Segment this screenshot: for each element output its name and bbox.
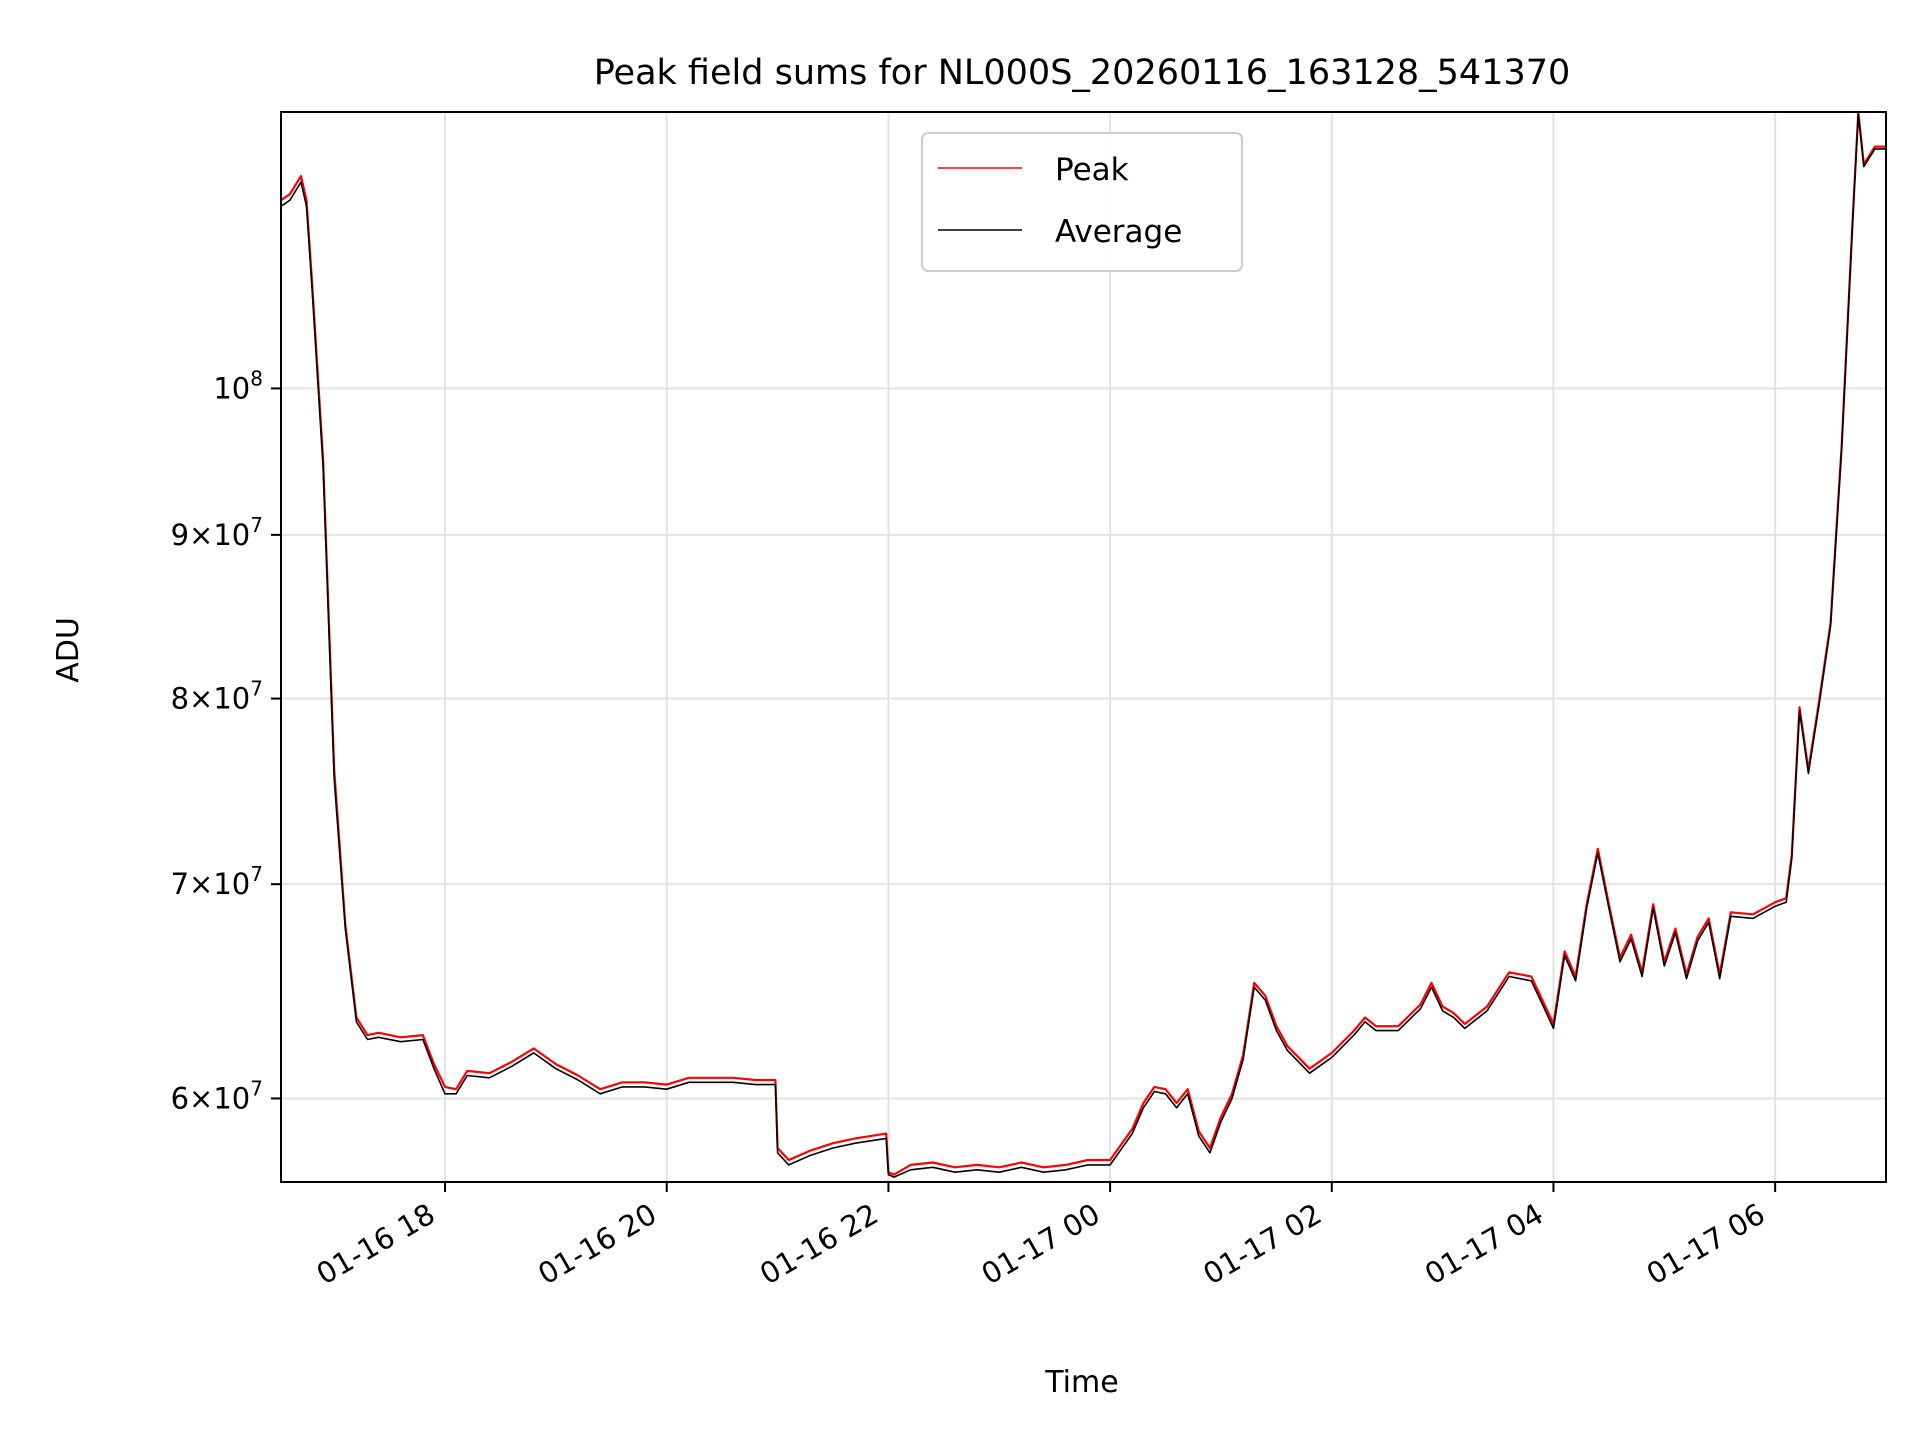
series-layer [281, 112, 1886, 1178]
legend: Peak Average [921, 132, 1243, 272]
series-line-peak [281, 112, 1886, 1176]
y-tick-label: 7×107 [171, 862, 263, 901]
x-axis-title: Time [1044, 1365, 1118, 1400]
chart-title: Peak field sums for NL000S_20260116_1631… [594, 53, 1571, 93]
y-axis-title: ADU [51, 617, 86, 683]
legend-label-peak: Peak [1055, 152, 1129, 188]
y-tick-label: 9×107 [171, 513, 263, 552]
series-line-average [281, 113, 1886, 1178]
y-tick-label: 108 [213, 366, 263, 405]
y-tick-label: 8×107 [171, 677, 263, 716]
plot-frame [280, 111, 1887, 1183]
grid-lines [281, 112, 1886, 1182]
legend-label-average: Average [1055, 214, 1182, 250]
y-axis-ticks: 6×107 7×107 8×107 9×107 108 [171, 366, 281, 1115]
y-tick-label: 6×107 [171, 1076, 263, 1115]
